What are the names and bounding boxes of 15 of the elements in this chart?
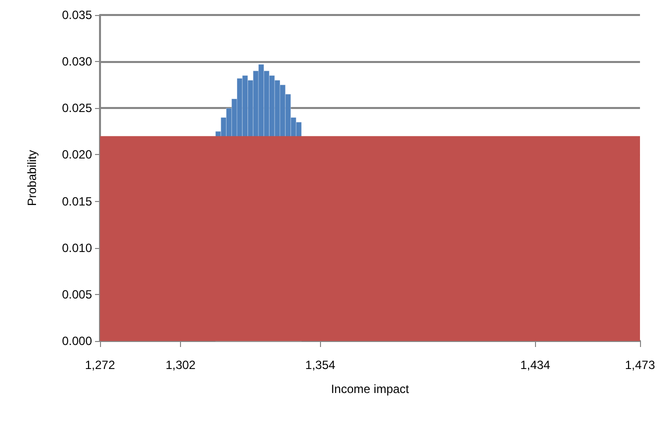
y-tick-label: 0.015 [62,194,92,208]
y-tick-label: 0.025 [62,101,92,116]
x-axis-title: Income impact [330,382,410,396]
y-tick-label: 0.030 [62,54,92,69]
x-tick-label: 1,272 [84,358,116,372]
y-tick-label: 0.000 [62,334,92,348]
x-tick-label: 1,302 [166,358,196,372]
x-tick-label: 1,354 [305,358,336,372]
x-tick-label: 1,473 [624,358,656,372]
y-tick-label: 0.010 [62,240,92,255]
y-axis-title: Probability [25,150,39,206]
y-tick-label: 0.020 [62,148,92,162]
y-tick-label: 0.035 [62,8,92,22]
x-tick-label: 1,434 [520,358,551,372]
y-tick-label: 0.005 [62,287,92,302]
